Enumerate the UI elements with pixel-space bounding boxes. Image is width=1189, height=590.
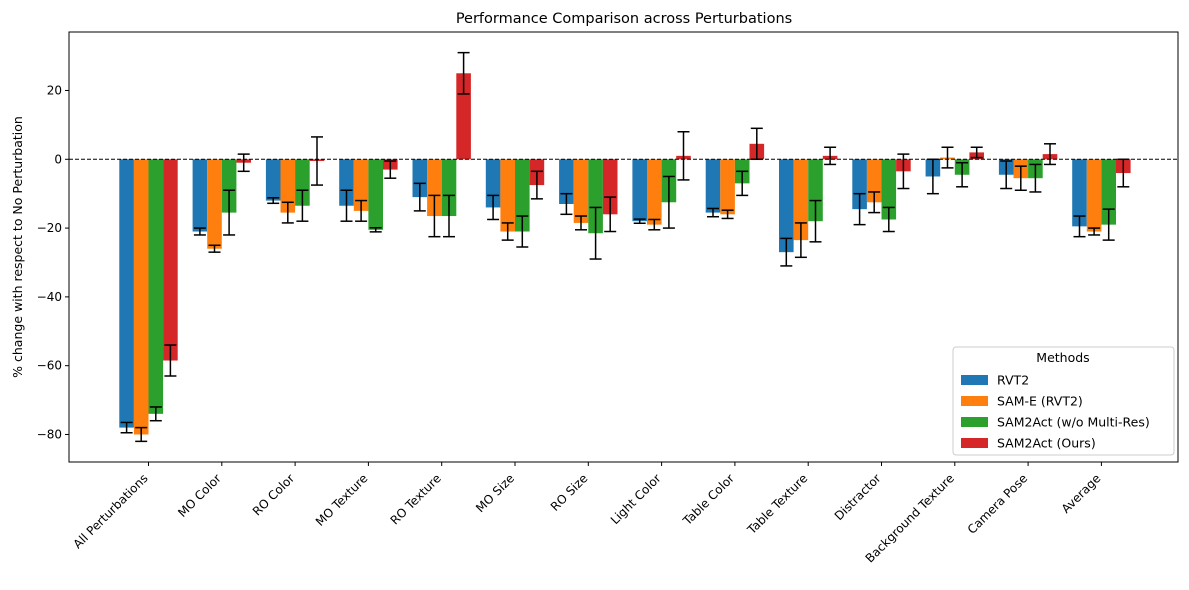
bar (295, 159, 310, 206)
x-tick-label: Light Color (608, 471, 664, 527)
x-tick-label: Camera Pose (965, 471, 1031, 537)
bar (148, 159, 164, 414)
x-tick-label: RO Size (548, 471, 591, 514)
plot-frame (68, 31, 1179, 463)
legend-swatch (961, 375, 988, 385)
bar (1086, 159, 1102, 232)
x-tick-label: MO Texture (313, 471, 371, 529)
y-tick-label: −20 (37, 221, 62, 235)
legend-box (952, 346, 1175, 456)
bar (368, 159, 383, 230)
bar (163, 159, 178, 361)
legend-title: Methods (1036, 350, 1089, 365)
x-tick-label: RO Color (250, 471, 297, 518)
y-tick-label: 0 (54, 152, 62, 166)
x-axis: All Perturbations MO Color RO Color MO Text… (71, 462, 1104, 566)
bar (515, 159, 530, 232)
bar (1072, 159, 1087, 227)
bar (192, 159, 208, 232)
bar (456, 73, 471, 160)
bar (221, 159, 237, 213)
bar (265, 159, 281, 201)
x-tick-label: All Perturbations (71, 471, 151, 551)
legend: Methods RVT2 SAM-E (RVT2) SAM2Act (w/o Mul… (952, 346, 1175, 456)
chart-title: Performance Comparison across Perturbati… (456, 11, 792, 27)
legend-label: SAM2Act (Ours) (997, 436, 1096, 451)
y-tick-label: 20 (47, 83, 62, 97)
bar (779, 159, 794, 253)
bar (588, 159, 603, 234)
y-axis-label: % change with respect to No Perturbation (10, 116, 25, 378)
bar (1101, 159, 1116, 225)
bar (559, 159, 574, 204)
bar (427, 159, 442, 217)
y-tick-label: −40 (37, 290, 62, 304)
bar (500, 159, 515, 232)
bar (881, 159, 897, 220)
bar (705, 159, 721, 213)
legend-swatch (961, 396, 988, 406)
bar (353, 159, 369, 211)
bar (119, 159, 134, 428)
legend-label: RVT2 (997, 373, 1029, 388)
y-axis: −80 −60 −40 −20 0 20 (37, 83, 69, 441)
bar (573, 159, 589, 223)
bar (133, 159, 149, 435)
x-tick-label: Distractor (832, 471, 884, 523)
x-tick-label: Table Texture (744, 471, 810, 537)
x-tick-label: Table Color (680, 471, 737, 528)
bar (280, 159, 296, 213)
x-tick-label: Average (1059, 471, 1104, 516)
error-bars-layer (120, 51, 1130, 443)
bar (808, 159, 823, 222)
bar (720, 159, 735, 215)
legend-swatch (961, 417, 988, 427)
bar (852, 159, 867, 210)
x-tick-label: MO Size (473, 471, 517, 515)
bar (412, 159, 428, 198)
x-tick-label: MO Color (175, 471, 224, 520)
bar (441, 159, 457, 217)
bar (602, 159, 618, 215)
bar (632, 159, 647, 222)
legend-label: SAM2Act (w/o Multi-Res) (997, 415, 1150, 430)
y-tick-label: −80 (37, 427, 62, 441)
x-tick-label: RO Texture (388, 471, 444, 527)
bar (647, 159, 662, 225)
y-tick-label: −60 (37, 359, 62, 373)
legend-swatch (961, 438, 988, 448)
legend-label: SAM-E (RVT2) (997, 394, 1083, 409)
bar (339, 159, 354, 206)
bar (793, 159, 809, 241)
bar (207, 159, 222, 249)
